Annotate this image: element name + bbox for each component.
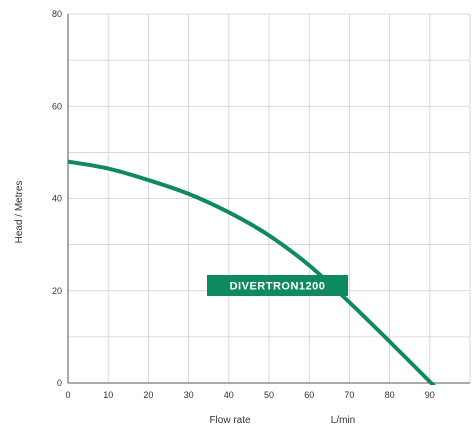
- x-tick-label: 80: [385, 390, 395, 400]
- x-tick-label: 20: [143, 390, 153, 400]
- grid: [67, 13, 471, 384]
- x-axis-label: Flow rate: [209, 415, 251, 426]
- x-tick-label: 90: [425, 390, 435, 400]
- y-tick-label: 60: [52, 101, 62, 111]
- x-tick-label: 60: [304, 390, 314, 400]
- series-label-box: DIVERTRON1200: [207, 275, 348, 296]
- y-axis-label: Head / Metres: [14, 181, 25, 244]
- series-line: [68, 159, 437, 385]
- x-tick-label: 40: [224, 390, 234, 400]
- series-group: [68, 159, 437, 385]
- y-tick-label: 0: [57, 378, 62, 388]
- series-label-background: [207, 275, 348, 296]
- y-tick-labels: 0 20 40 60 80: [52, 9, 62, 388]
- x-tick-label: 30: [184, 390, 194, 400]
- x-axis-unit: L/min: [331, 415, 355, 426]
- y-tick-label: 20: [52, 286, 62, 296]
- x-tick-labels: 0 10 20 30 40 50 60 70 80 90: [65, 390, 434, 400]
- x-tick-label: 70: [344, 390, 354, 400]
- axes: [67, 14, 470, 384]
- series-label: DIVERTRON1200: [230, 281, 326, 293]
- x-tick-label: 0: [65, 390, 70, 400]
- x-tick-label: 50: [264, 390, 274, 400]
- x-tick-label: 10: [103, 390, 113, 400]
- y-tick-label: 80: [52, 9, 62, 19]
- y-tick-label: 40: [52, 194, 62, 204]
